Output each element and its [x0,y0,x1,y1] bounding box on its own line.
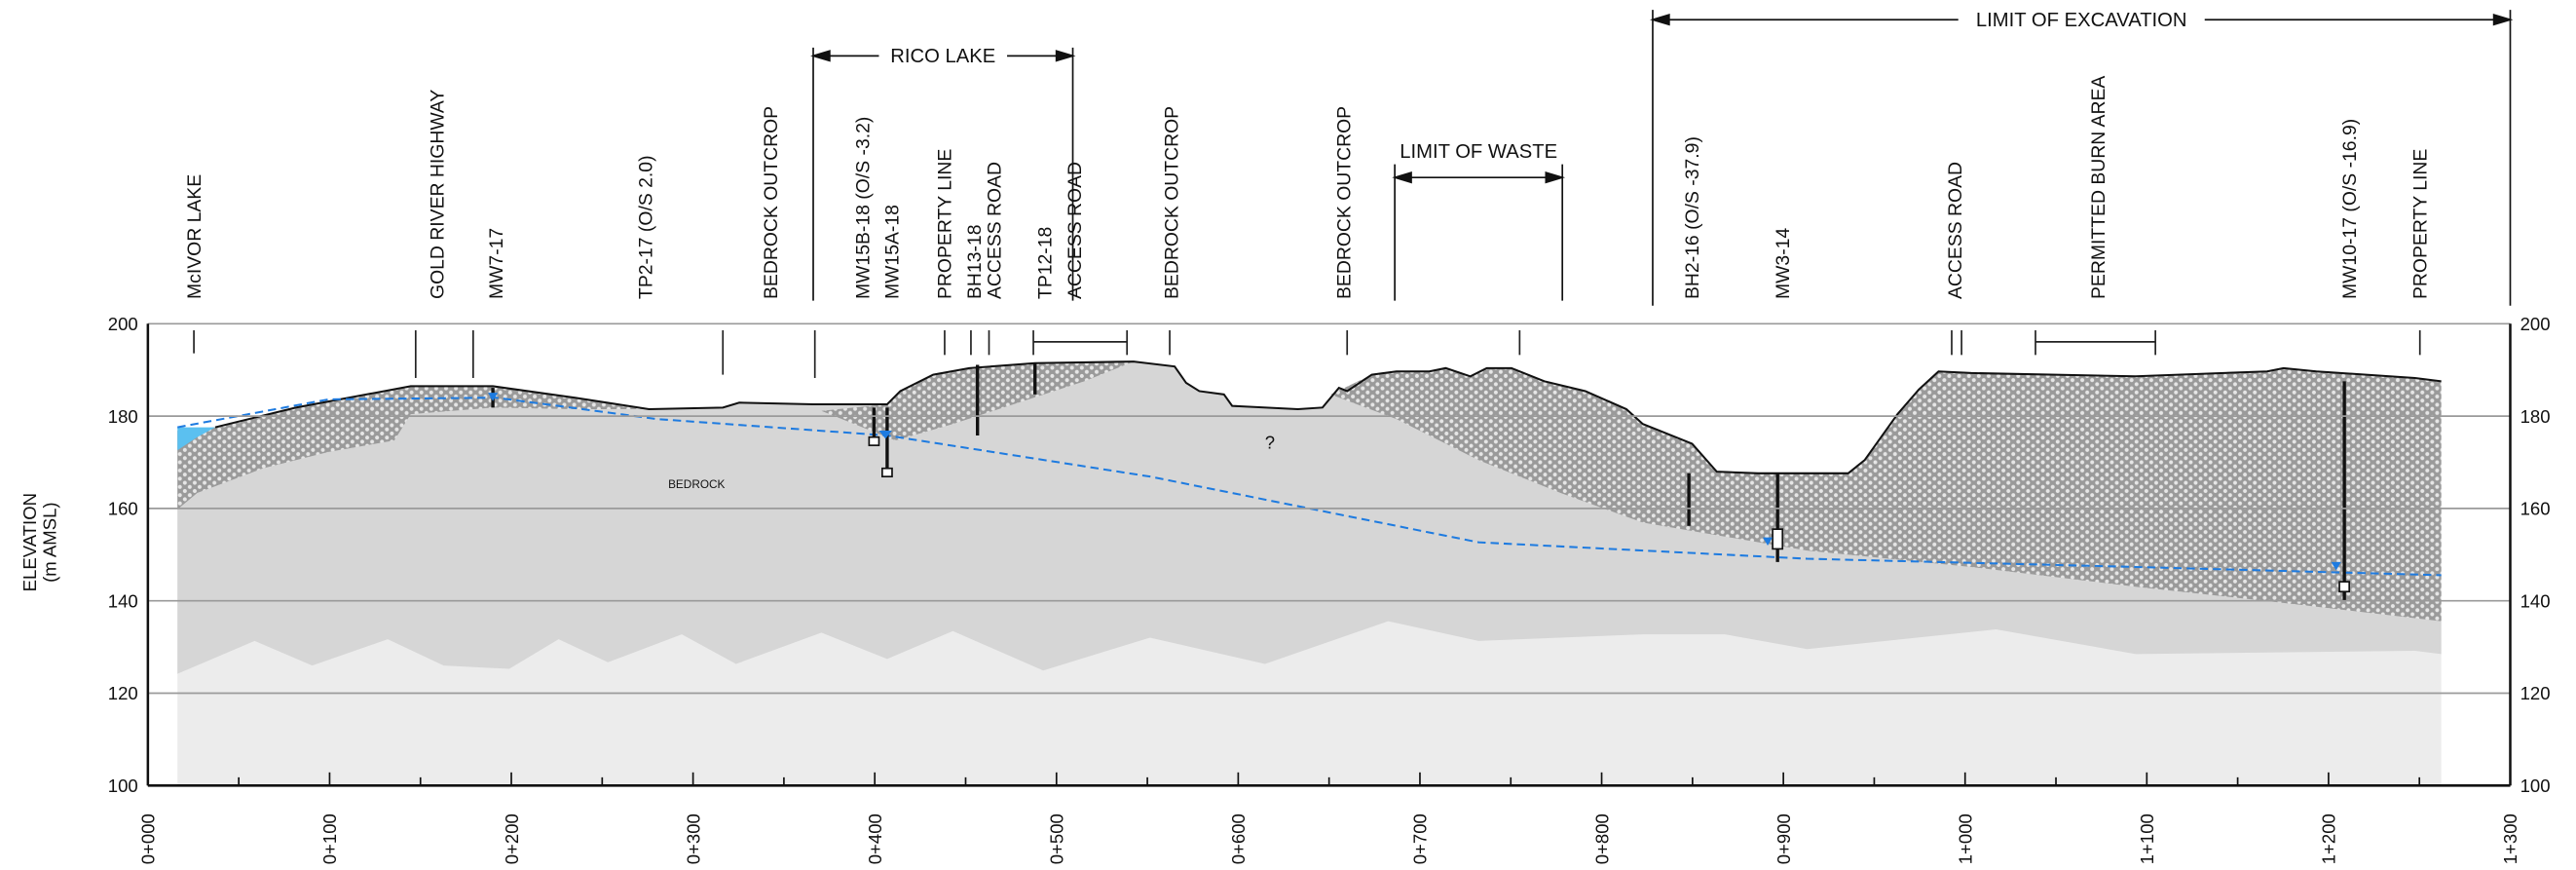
feature-label: BH13-18 [964,225,986,299]
y-tick-label-right: 120 [2520,683,2551,703]
span-label: RICO LAKE [890,46,995,67]
x-tick-label: 0+800 [1591,813,1612,864]
screen [2338,581,2351,593]
y-tick-label-right: 160 [2520,499,2551,519]
annotation: BEDROCK [668,477,725,491]
ground-line [214,360,2442,474]
y-tick-label-right: 200 [2520,314,2551,334]
x-tick-label: 0+500 [1047,813,1067,864]
feature-label: MW10-17 (O/S -16.9) [2339,119,2361,299]
span-label: LIMIT OF WASTE [1400,141,1557,163]
x-tick-label: 0+300 [683,813,703,864]
span-label: LIMIT OF EXCAVATION [1976,10,2187,31]
x-tick-label: 0+600 [1228,813,1249,864]
screen [868,435,880,446]
x-tick-label: 0+700 [1410,813,1431,864]
feature-label: McIVOR LAKE [184,174,205,299]
feature-label: MW7-17 [486,228,507,299]
y-axis-label: ELEVATION [19,493,40,591]
feature-label: PROPERTY LINE [2409,149,2431,299]
y-axis-label: (m AMSL) [39,502,59,582]
feature-label: PERMITTED BURN AREA [2088,76,2109,299]
feature-label: BEDROCK OUTCROP [761,106,782,299]
y-tick-label-right: 180 [2520,406,2551,427]
water-level [1762,537,1773,547]
fill-right [1330,367,2442,622]
feature-label: BH2-16 (O/S -37.9) [1682,136,1703,299]
feature-label: ACCESS ROAD [1064,162,1086,299]
feature-label: MW3-14 [1773,228,1794,299]
y-tick-label: 200 [108,314,138,334]
span-lines [810,10,2514,306]
y-tick-label: 160 [108,499,138,519]
wells [491,362,2351,602]
fill-left [177,386,650,510]
feature-label: TP12-18 [1035,227,1057,299]
feature-label: BEDROCK OUTCROP [1161,106,1182,299]
x-tick-label: 0+100 [319,813,340,864]
x-tick-label: 0+900 [1773,813,1794,864]
x-tick-label: 1+200 [2319,813,2339,864]
x-tick-label: 1+000 [1955,813,1975,864]
x-tick-label: 0+200 [502,813,522,864]
screen [881,467,893,478]
y-tick-label-right: 100 [2520,775,2551,796]
lake [177,427,216,451]
water-level [488,393,499,401]
y-tick-label-right: 140 [2520,590,2551,611]
feature-label: GOLD RIVER HIGHWAY [427,90,448,299]
x-tick-label: 0+400 [865,813,885,864]
y-tick-label: 120 [108,683,138,703]
feature-label: MW15A-18 [882,205,904,299]
water-level [878,430,892,439]
bedrock [177,361,2442,674]
water-table [177,397,2442,577]
feature-label: MW15B-18 (O/S -3.2) [852,117,874,299]
screen [1772,528,1784,550]
feature-label: ACCESS ROAD [984,162,1005,299]
feature-label: ACCESS ROAD [1945,162,1966,299]
x-tick-label: 0+000 [138,813,159,864]
feature-label: PROPERTY LINE [935,149,956,299]
y-tick-label: 140 [108,590,138,611]
water-levels [488,393,2341,571]
feature-markers [193,330,2421,378]
y-tick-label: 100 [108,775,138,796]
y-tick-label: 180 [108,406,138,427]
annotation: ? [1265,433,1275,453]
feature-label: TP2-17 (O/S 2.0) [636,155,657,299]
x-tick-label: 1+100 [2137,813,2157,864]
water-level [2331,561,2341,571]
x-tick-label: 1+300 [2500,813,2520,864]
feature-label: BEDROCK OUTCROP [1334,106,1356,299]
